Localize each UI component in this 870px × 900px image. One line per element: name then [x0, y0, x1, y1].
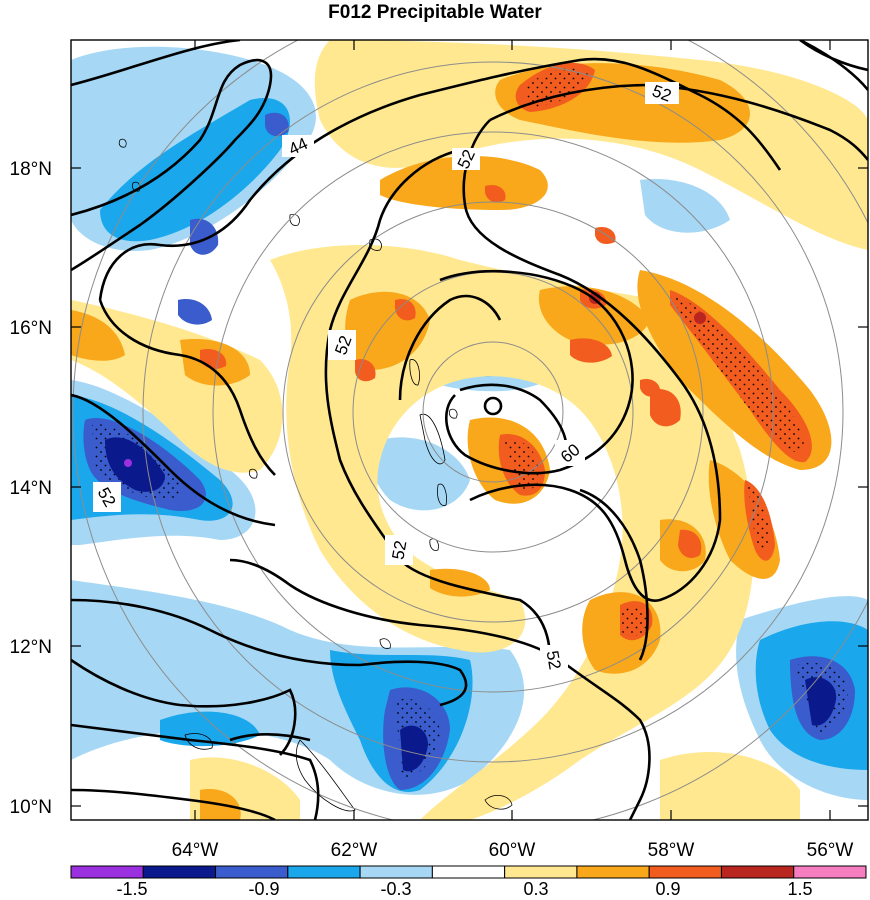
field-red-orange — [200, 62, 812, 641]
field-purple — [124, 459, 132, 467]
colorbar-swatch — [142, 865, 217, 879]
axis-ticks — [71, 40, 868, 820]
lon-label-60w: 60°W — [489, 840, 536, 861]
lat-label-10n: 10°N — [10, 797, 52, 818]
colorbar-tick-label: 0.9 — [655, 879, 680, 899]
colorbar-swatch — [720, 865, 795, 879]
colorbar-tick-label: 1.5 — [787, 879, 812, 899]
colorbar-tick-label: -0.3 — [380, 879, 411, 899]
contour-label: 52 — [543, 649, 565, 671]
latitude-labels: 18°N 16°N 14°N 12°N 10°N — [10, 159, 52, 818]
colorbar-swatch — [287, 865, 361, 879]
longitude-labels: 64°W 62°W 60°W 58°W 56°W — [172, 840, 854, 861]
colorbar-swatch — [576, 865, 650, 879]
colorbar-swatch — [215, 865, 289, 879]
colorbar-swatch — [648, 865, 722, 879]
colorbar-swatch — [504, 865, 578, 879]
thin-contours — [118, 138, 513, 812]
colorbar-swatch — [359, 865, 433, 879]
colorbar-swatch — [70, 865, 144, 879]
colorbar-swatch — [793, 865, 867, 879]
colorbar-labels: -1.5 -0.9 -0.3 0.3 0.9 1.5 — [116, 879, 812, 899]
map-plot-area: 44 52 52 52 52 52 52 60 — [71, 40, 868, 820]
lat-label-16n: 16°N — [10, 318, 52, 339]
colorbar-tick-label: -0.9 — [248, 879, 279, 899]
lon-label-64w: 64°W — [172, 840, 219, 861]
contour-label-group: 44 52 52 52 52 52 52 60 — [93, 81, 679, 675]
map-frame — [70, 39, 869, 821]
lat-label-12n: 12°N — [10, 637, 52, 658]
lon-label-56w: 56°W — [807, 840, 854, 861]
lon-label-62w: 62°W — [331, 840, 378, 861]
thick-contours — [71, 40, 868, 820]
contour-label: 52 — [388, 539, 410, 561]
lat-label-18n: 18°N — [10, 159, 52, 180]
colorbar-tick-label: -1.5 — [116, 879, 147, 899]
map-title: F012 Precipitable Water — [328, 2, 542, 23]
lat-label-14n: 14°N — [10, 478, 52, 499]
colorbar-swatch — [431, 865, 506, 879]
storm-center-contour — [483, 396, 503, 416]
colorbar — [70, 865, 867, 879]
lon-label-58w: 58°W — [648, 840, 695, 861]
colorbar-tick-label: 0.3 — [523, 879, 548, 899]
